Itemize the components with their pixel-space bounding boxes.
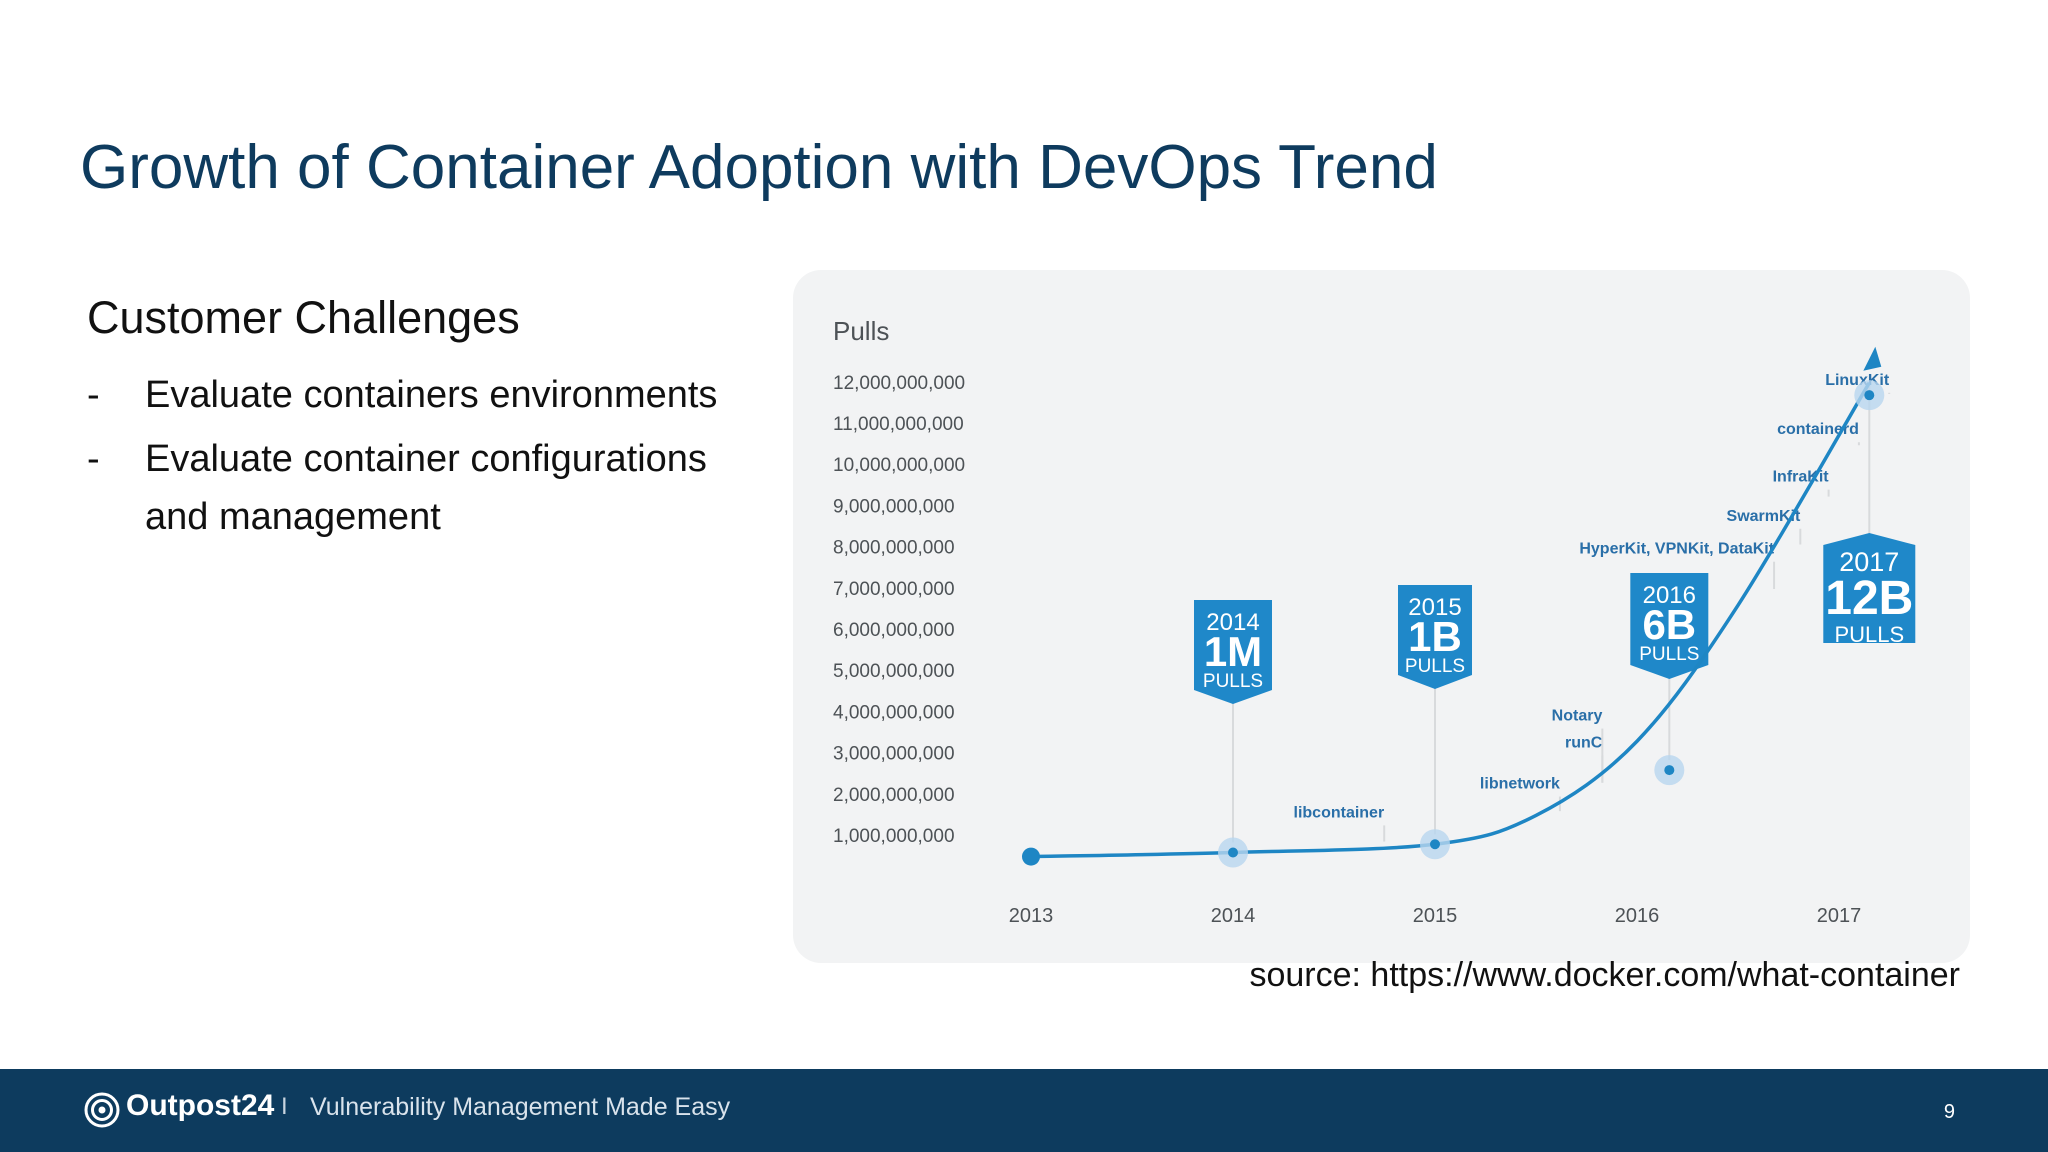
challenge-item: - Evaluate containers environments [87,366,767,424]
data-point [1864,390,1875,401]
badge-value: 12B [1825,572,1913,625]
annotation-label: Notary [1552,708,1603,725]
milestone-badge [1823,533,1916,643]
badge-unit: PULLS [1834,622,1904,647]
bullet-dash: - [87,374,100,416]
pulls-chart-card: Pulls 12,000,000,000 11,000,000,000 10,000,… [793,270,1970,963]
pulls-growth-chart: Pulls 12,000,000,000 11,000,000,000 10,000,… [833,316,1916,927]
page-number: 9 [1943,1101,1955,1123]
y-tick-label: 10,000,000,000 [833,455,965,476]
y-tick-label: 11,000,000,000 [833,414,964,435]
slide-title: Growth of Container Adoption with DevOps… [80,133,1438,202]
annotation-label: HyperKit, VPNKit, DataKit [1579,541,1774,558]
y-tick-label: 6,000,000,000 [833,620,955,641]
y-axis-title: Pulls [833,316,889,346]
data-point [1022,847,1040,866]
y-tick-label: 7,000,000,000 [833,579,955,600]
y-tick-label: 2,000,000,000 [833,785,955,806]
annotation-label: libnetwork [1480,776,1560,793]
challenges-heading: Customer Challenges [87,292,520,343]
badge-value: 6B [1642,601,1696,648]
footer-bar: Outpost24 I Vulnerability Management Mad… [0,1069,2048,1152]
badge-unit: PULLS [1405,656,1465,677]
challenge-text: Evaluate containers environments [145,374,718,416]
challenge-list: - Evaluate containers environments - Eva… [87,366,767,552]
challenge-item: - Evaluate container configurations and … [87,430,767,546]
x-tick-label: 2015 [1413,905,1458,927]
y-tick-label: 1,000,000,000 [833,826,955,847]
badge-unit: PULLS [1639,644,1699,665]
footer-tagline: Vulnerability Management Made Easy [310,1093,731,1121]
data-point [1228,847,1238,858]
badge-value: 1B [1408,613,1462,660]
y-tick-label: 8,000,000,000 [833,538,955,559]
y-tick-label: 3,000,000,000 [833,744,955,765]
data-point [1664,765,1675,776]
badge-year: 2015 [1408,594,1461,621]
footer-brand: Outpost24 [126,1089,275,1122]
footer-separator: I [281,1093,288,1120]
outpost24-logo-icon [84,1092,120,1128]
y-tick-label: 5,000,000,000 [833,661,955,682]
x-tick-label: 2014 [1211,905,1256,927]
bullet-dash: - [87,438,100,480]
challenge-text: Evaluate container configurations and ma… [145,438,707,538]
badge-year: 2016 [1643,582,1696,609]
badge-value: 1M [1204,628,1262,675]
badge-year: 2014 [1206,609,1259,636]
x-tick-label: 2016 [1615,905,1660,927]
milestone-badge [1398,585,1472,689]
annotation-label: runC [1565,734,1603,751]
milestone-badge [1630,573,1709,679]
y-tick-label: 4,000,000,000 [833,702,955,723]
badge-year: 2017 [1839,547,1899,577]
x-tick-label: 2013 [1009,905,1054,927]
data-point [1430,839,1440,850]
annotation-label: SwarmKit [1727,508,1801,525]
annotation-label: InfraKit [1773,469,1830,486]
annotation-label: libcontainer [1294,804,1385,821]
source-note: source: https://www.docker.com/what-cont… [1249,956,1960,994]
badge-unit: PULLS [1203,671,1263,692]
x-tick-label: 2017 [1817,905,1862,927]
y-tick-label: 12,000,000,000 [833,373,965,394]
milestone-badge [1194,600,1272,704]
curve-arrowhead [1863,346,1882,371]
y-tick-label: 9,000,000,000 [833,496,955,517]
